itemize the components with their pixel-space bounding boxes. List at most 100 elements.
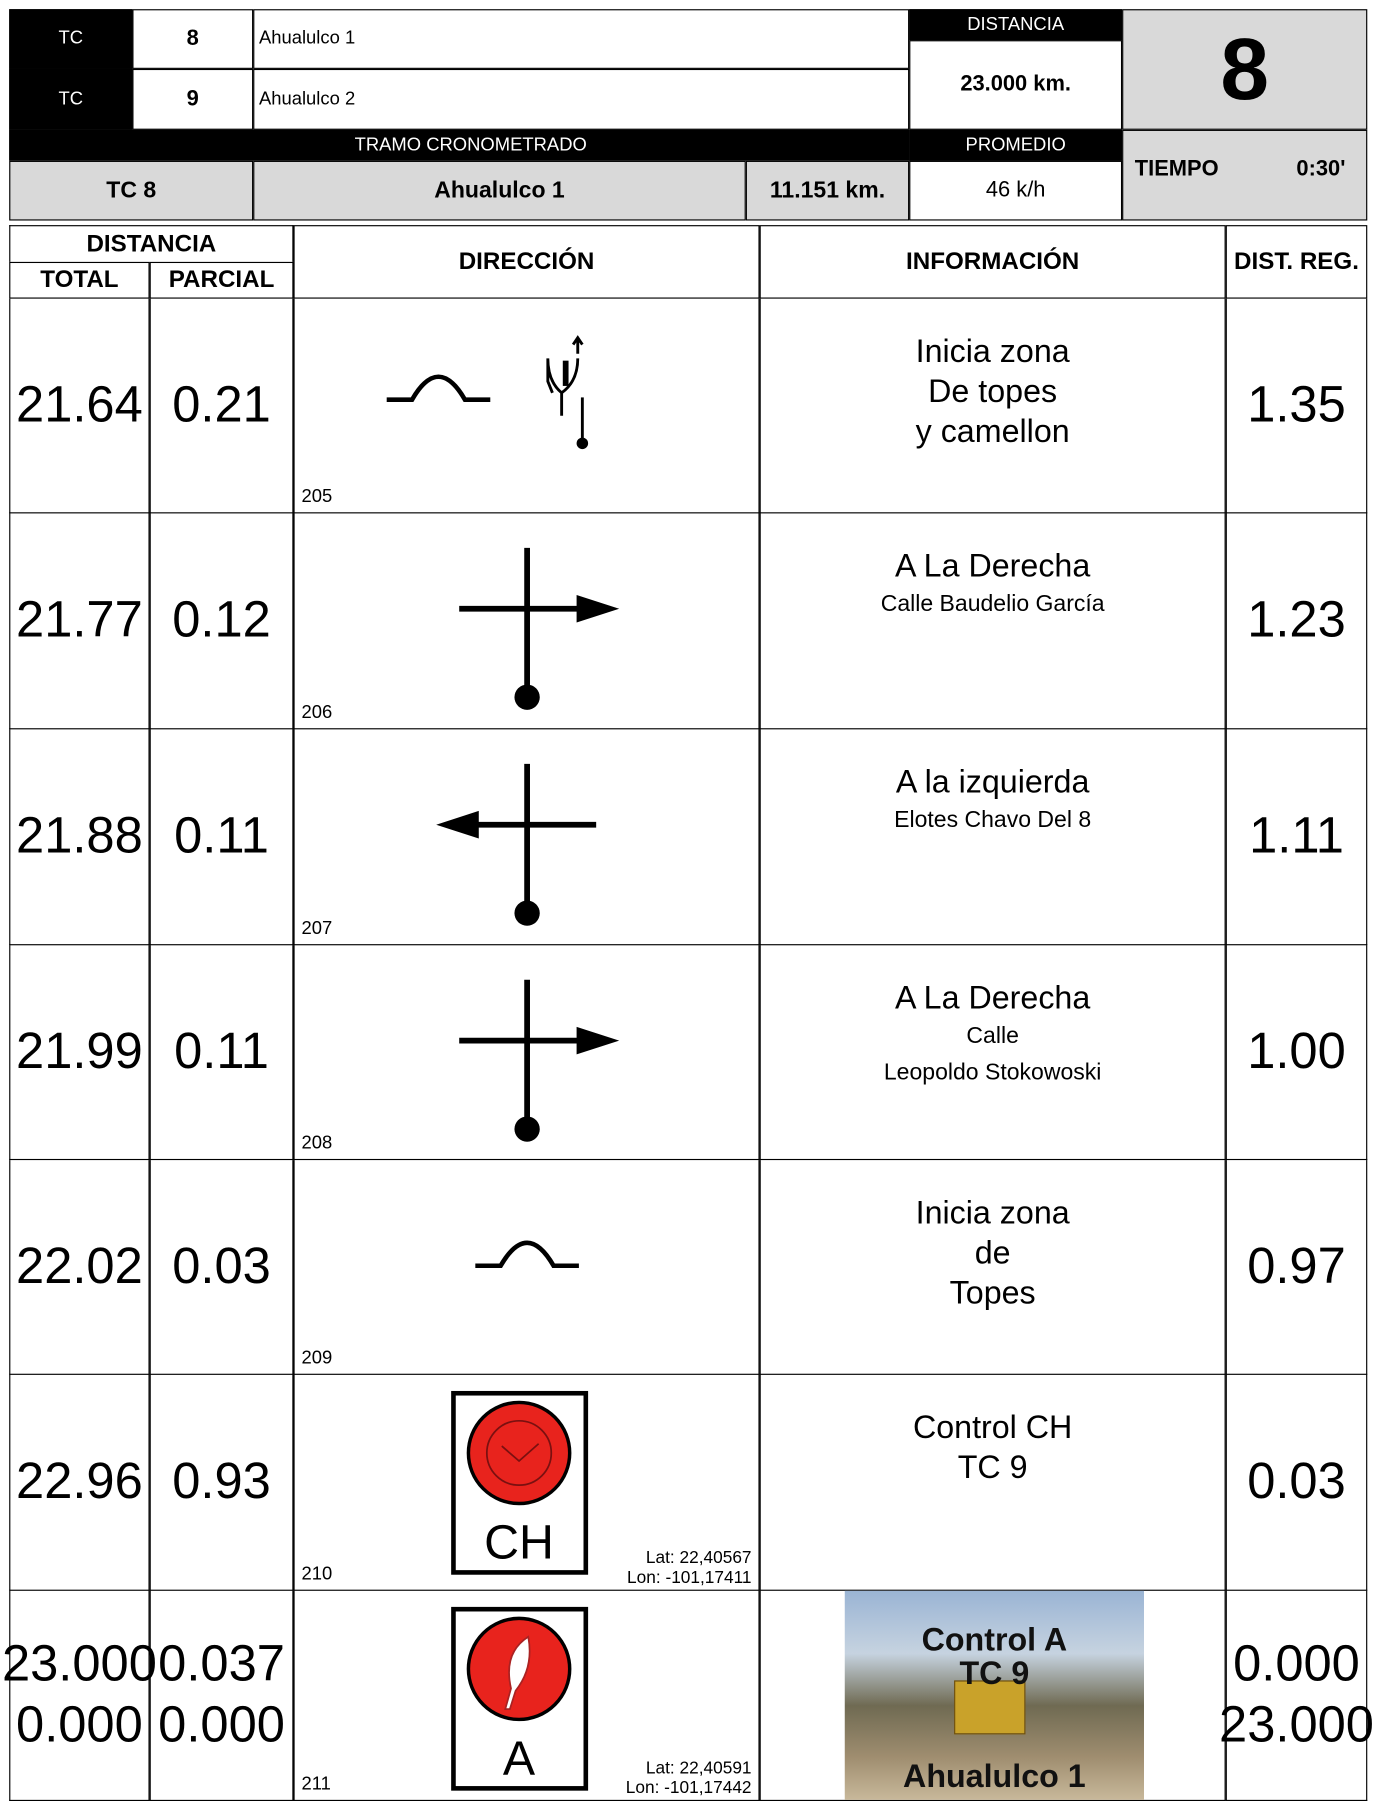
parcial-cell: 0.11	[149, 945, 294, 1161]
origin-dot	[514, 900, 540, 926]
dist-reg-cell: 0.97	[1225, 1160, 1368, 1375]
lon: Lon: -101,17411	[627, 1567, 752, 1587]
dist-reg-cell: 1.00	[1225, 945, 1368, 1161]
dist-reg: 1.00	[1247, 1022, 1346, 1080]
info-detail: Calle	[966, 1023, 1019, 1049]
parcial-cell: 0.11	[149, 729, 294, 946]
info-detail: Elotes Chavo Del 8	[894, 807, 1092, 833]
direction-icon: CH	[451, 1390, 589, 1575]
col-parcial: PARCIAL	[149, 261, 294, 299]
total-cell: 22.02	[9, 1160, 150, 1375]
direccion-cell: 206	[293, 513, 760, 730]
row-number: 210	[301, 1564, 333, 1584]
parcial: 0.12	[172, 591, 271, 648]
info-title: de	[974, 1234, 1011, 1271]
coords: Lat: 22,40591 Lon: -101,17442	[625, 1758, 752, 1798]
icon-part	[576, 437, 589, 450]
info-cell: Control CH TC 9	[759, 1374, 1226, 1591]
total: 22.96	[16, 1453, 143, 1510]
clock-hands	[501, 1443, 540, 1463]
info-title: De topes	[928, 373, 1058, 409]
total-cell: 23.000 0.000	[2, 1590, 157, 1801]
lat: Lat: 22,40591	[645, 1758, 752, 1779]
parcial: 0.11	[174, 807, 269, 864]
tiempo-value: 0:30'	[1296, 156, 1346, 181]
tiempo-label: TIEMPO	[1134, 156, 1219, 181]
direction-icon	[386, 335, 589, 450]
tramo-name: Ahualulco 1	[253, 160, 746, 221]
dist-reg-cell: 0.000 23.000	[1219, 1590, 1373, 1801]
info-title: Topes	[949, 1274, 1036, 1311]
total: 21.88	[16, 807, 143, 864]
direction-icon	[436, 763, 597, 926]
total-cell: 21.99	[9, 945, 150, 1161]
col-total: TOTAL	[9, 261, 150, 299]
total-cell: 22.96	[9, 1374, 150, 1591]
distancia: 23.000 km.	[909, 40, 1123, 130]
parcial: 0.11	[174, 1022, 269, 1080]
control-letter: A	[503, 1732, 536, 1786]
row-number: 208	[301, 1133, 333, 1154]
parcial-cell: 0.21	[149, 298, 294, 514]
dist-reg: 1.11	[1249, 807, 1344, 864]
photo-text: Ahualulco 1	[903, 1758, 1086, 1795]
arrow	[576, 594, 620, 623]
sign	[954, 1680, 1026, 1735]
info-title: A la izquierda	[895, 763, 1090, 800]
row-number: 209	[301, 1348, 333, 1368]
info-cell: A La Derecha Calle Leopoldo Stokowoski	[759, 945, 1226, 1161]
total: 21.99	[16, 1022, 143, 1080]
tc-name: Ahualulco 2	[253, 68, 910, 130]
bump-icon	[386, 374, 491, 403]
dist-reg: 1.23	[1247, 591, 1346, 648]
direction-icon	[475, 1240, 579, 1269]
total-cell: 21.64	[9, 298, 150, 514]
arrow	[436, 810, 479, 839]
direction-icon	[459, 979, 620, 1142]
tramo-label: TRAMO CRONOMETRADO	[9, 129, 910, 161]
total: 0.000	[16, 1696, 143, 1753]
parcial-cell: 0.12	[149, 513, 294, 730]
col-informacion: INFORMACIÓN	[759, 225, 1226, 299]
total-cell: 21.77	[9, 513, 150, 730]
dist-reg: 0.03	[1247, 1453, 1346, 1510]
photo-text: Control A	[921, 1621, 1068, 1658]
tc-label: TC	[9, 9, 133, 69]
tc-label: TC	[9, 68, 133, 130]
direccion-cell: 208	[293, 945, 760, 1161]
row-number: 205	[301, 487, 333, 507]
info-title: Inicia zona	[915, 333, 1070, 369]
col-dist-reg: DIST. REG.	[1225, 225, 1368, 299]
tc: TC 8	[9, 160, 254, 221]
photo-top: Control A TC 9	[922, 1623, 1068, 1691]
dist-reg: 1.35	[1247, 376, 1346, 433]
info-detail: Leopoldo Stokowoski	[883, 1060, 1102, 1086]
direccion-cell: 207	[293, 729, 760, 946]
total-cell: 21.88	[9, 729, 150, 946]
parcial: 0.93	[172, 1453, 271, 1510]
info-detail: Calle Baudelio García	[880, 591, 1105, 617]
info-title: y camellon	[915, 413, 1070, 450]
info-cell: Inicia zona De topes y camellon	[759, 298, 1226, 514]
bump-icon	[475, 1240, 579, 1269]
direccion-cell: 205	[293, 298, 760, 514]
direccion-cell: A 211 Lat: 22,40591 Lon: -101,17442	[293, 1590, 760, 1801]
info-title: A La Derecha	[895, 547, 1091, 584]
col-direccion: DIRECCIÓN	[293, 225, 760, 299]
lon: Lon: -101,17442	[625, 1777, 752, 1797]
coords: Lat: 22,40567 Lon: -101,17411	[627, 1549, 751, 1587]
row-number: 206	[301, 702, 333, 723]
col-distancia: DISTANCIA	[9, 225, 294, 262]
dist-reg-cell: 0.03	[1225, 1374, 1368, 1591]
parcial-cell: 0.93	[149, 1374, 294, 1591]
direction-icon: A	[451, 1606, 589, 1791]
total: 21.64	[16, 376, 143, 433]
tiempo: TIEMPO 0:30'	[1122, 129, 1368, 221]
total: 23.000	[1, 1635, 157, 1693]
row-number: 211	[301, 1774, 331, 1795]
row-number: 207	[301, 918, 333, 939]
promedio-label: PROMEDIO	[909, 129, 1123, 161]
distancia-label: DISTANCIA	[909, 9, 1123, 41]
direccion-cell: 209	[293, 1160, 760, 1375]
